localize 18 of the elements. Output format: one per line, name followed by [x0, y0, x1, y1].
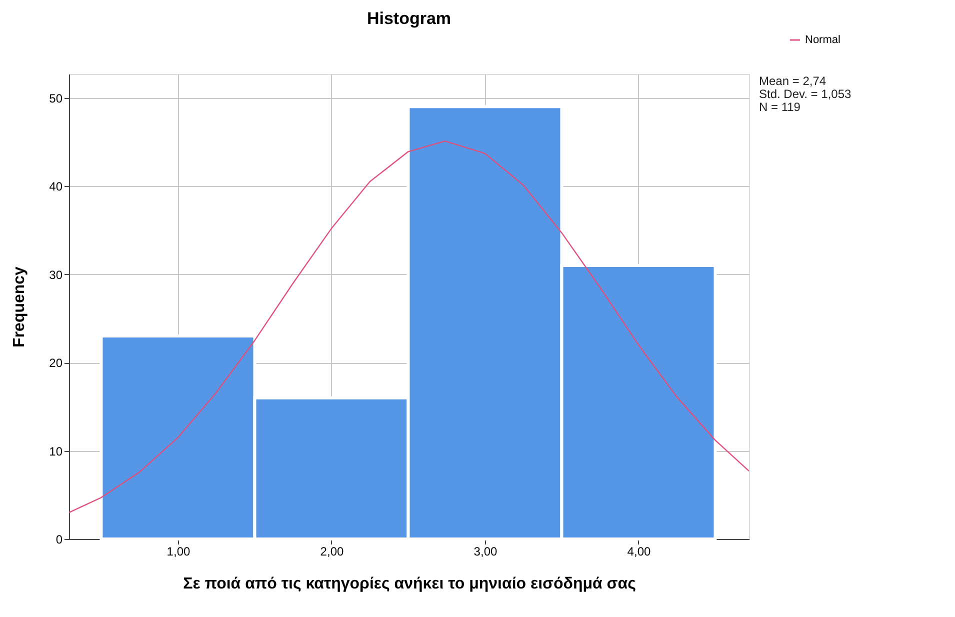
text: Mean = 2,74 — [759, 74, 826, 88]
x-tick-label: 4,00 — [627, 544, 651, 558]
line-series — [69, 140, 749, 514]
text: N = 119 — [759, 100, 801, 114]
text: Std. Dev. = 1,053 — [759, 87, 852, 101]
y-axis-title: Frequency — [11, 266, 28, 348]
y-tick-label: 50 — [49, 91, 63, 106]
x-axis-title: Σε ποιά από τις κατηγορίες ανήκει το μηνιαίο εισόδημά σας — [183, 576, 636, 592]
y-tick-label: 30 — [49, 268, 63, 282]
y-tick-label: 0 — [56, 532, 63, 546]
y-tick-label: 40 — [49, 180, 63, 194]
chart-title: Histogram — [366, 9, 452, 28]
y-tick-label: 20 — [49, 356, 63, 370]
legend-label: Normal — [805, 34, 840, 46]
x-tick-label: 2,00 — [320, 544, 344, 558]
x-tick-label: 3,00 — [474, 544, 498, 558]
x-tick-label: 1,00 — [166, 544, 190, 558]
y-tick-label: 10 — [49, 444, 63, 458]
